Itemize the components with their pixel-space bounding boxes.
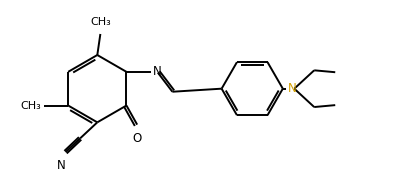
Text: N: N: [288, 82, 297, 95]
Text: O: O: [132, 132, 142, 144]
Text: N: N: [58, 159, 66, 172]
Text: N: N: [153, 65, 162, 78]
Text: CH₃: CH₃: [90, 17, 111, 27]
Text: CH₃: CH₃: [21, 100, 41, 110]
